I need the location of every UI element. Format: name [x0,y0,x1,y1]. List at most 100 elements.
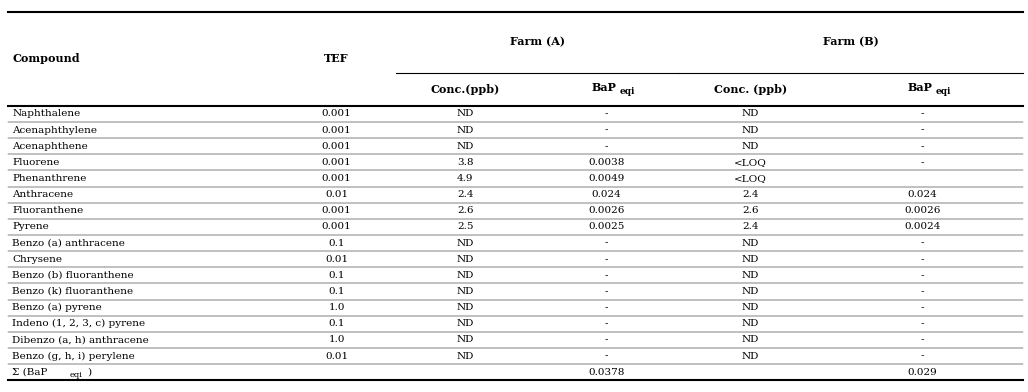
Text: -: - [604,255,609,264]
Text: ND: ND [742,239,759,247]
Text: 4.9: 4.9 [456,174,474,183]
Text: -: - [604,352,609,361]
Text: ND: ND [456,239,474,247]
Text: -: - [921,271,924,280]
Text: -: - [604,336,609,345]
Text: ND: ND [456,125,474,134]
Text: ND: ND [456,287,474,296]
Text: 1.0: 1.0 [328,303,345,312]
Text: 2.5: 2.5 [456,222,474,231]
Text: 0.001: 0.001 [322,174,352,183]
Text: Compound: Compound [12,53,80,64]
Text: ND: ND [456,271,474,280]
Text: 0.1: 0.1 [328,271,345,280]
Text: <LOQ: <LOQ [734,174,767,183]
Text: Fluoranthene: Fluoranthene [12,206,83,215]
Text: ND: ND [742,142,759,151]
Text: Chrysene: Chrysene [12,255,63,264]
Text: eqi: eqi [620,87,635,96]
Text: Conc.(ppb): Conc.(ppb) [431,83,500,95]
Text: 0.01: 0.01 [325,255,348,264]
Text: 0.1: 0.1 [328,239,345,247]
Text: 2.4: 2.4 [742,222,759,231]
Text: Anthracene: Anthracene [12,190,73,199]
Text: -: - [921,255,924,264]
Text: 0.0026: 0.0026 [588,206,625,215]
Text: Dibenzo (a, h) anthracene: Dibenzo (a, h) anthracene [12,336,149,345]
Text: Benzo (a) anthracene: Benzo (a) anthracene [12,239,125,247]
Text: 0.029: 0.029 [908,368,938,377]
Text: ): ) [87,368,91,377]
Text: ND: ND [742,303,759,312]
Text: -: - [604,287,609,296]
Text: -: - [604,239,609,247]
Text: ND: ND [742,352,759,361]
Text: 0.0024: 0.0024 [905,222,941,231]
Text: 0.0025: 0.0025 [588,222,625,231]
Text: 0.024: 0.024 [908,190,938,199]
Text: Benzo (b) fluoranthene: Benzo (b) fluoranthene [12,271,134,280]
Text: eqi: eqi [937,87,951,96]
Text: 0.01: 0.01 [325,352,348,361]
Text: -: - [604,319,609,328]
Text: 2.6: 2.6 [456,206,474,215]
Text: 0.001: 0.001 [322,109,352,118]
Text: -: - [604,109,609,118]
Text: 0.0038: 0.0038 [588,158,625,167]
Text: Phenanthrene: Phenanthrene [12,174,86,183]
Text: -: - [604,142,609,151]
Text: ND: ND [456,319,474,328]
Text: -: - [921,239,924,247]
Text: -: - [921,158,924,167]
Text: ND: ND [456,336,474,345]
Text: TEF: TEF [325,53,348,64]
Text: 0.001: 0.001 [322,222,352,231]
Text: -: - [921,109,924,118]
Text: -: - [921,303,924,312]
Text: -: - [921,287,924,296]
Text: BaP: BaP [591,82,616,93]
Text: ND: ND [456,142,474,151]
Text: Naphthalene: Naphthalene [12,109,80,118]
Text: 0.001: 0.001 [322,158,352,167]
Text: Benzo (g, h, i) perylene: Benzo (g, h, i) perylene [12,352,135,361]
Text: 3.8: 3.8 [456,158,474,167]
Text: eqi: eqi [70,370,83,379]
Text: 0.0049: 0.0049 [588,174,625,183]
Text: ND: ND [742,336,759,345]
Text: Benzo (a) pyrene: Benzo (a) pyrene [12,303,102,312]
Text: -: - [921,319,924,328]
Text: ND: ND [456,255,474,264]
Text: ND: ND [742,255,759,264]
Text: Σ (BaP: Σ (BaP [12,368,47,377]
Text: Conc. (ppb): Conc. (ppb) [713,83,787,95]
Text: ND: ND [456,109,474,118]
Text: Acenaphthene: Acenaphthene [12,142,88,151]
Text: Benzo (k) fluoranthene: Benzo (k) fluoranthene [12,287,134,296]
Text: ND: ND [742,319,759,328]
Text: Indeno (1, 2, 3, c) pyrene: Indeno (1, 2, 3, c) pyrene [12,319,145,328]
Text: 0.001: 0.001 [322,206,352,215]
Text: BaP: BaP [907,82,932,93]
Text: -: - [604,303,609,312]
Text: -: - [604,271,609,280]
Text: ND: ND [742,287,759,296]
Text: 2.4: 2.4 [742,190,759,199]
Text: ND: ND [742,125,759,134]
Text: Fluorene: Fluorene [12,158,60,167]
Text: 0.0378: 0.0378 [588,368,625,377]
Text: -: - [921,125,924,134]
Text: ND: ND [456,352,474,361]
Text: Pyrene: Pyrene [12,222,49,231]
Text: 0.024: 0.024 [592,190,621,199]
Text: 0.01: 0.01 [325,190,348,199]
Text: 2.4: 2.4 [456,190,474,199]
Text: Farm (A): Farm (A) [510,36,564,48]
Text: 0.0026: 0.0026 [905,206,941,215]
Text: Acenaphthylene: Acenaphthylene [12,125,98,134]
Text: -: - [921,142,924,151]
Text: 0.001: 0.001 [322,142,352,151]
Text: -: - [604,125,609,134]
Text: 0.1: 0.1 [328,319,345,328]
Text: -: - [921,336,924,345]
